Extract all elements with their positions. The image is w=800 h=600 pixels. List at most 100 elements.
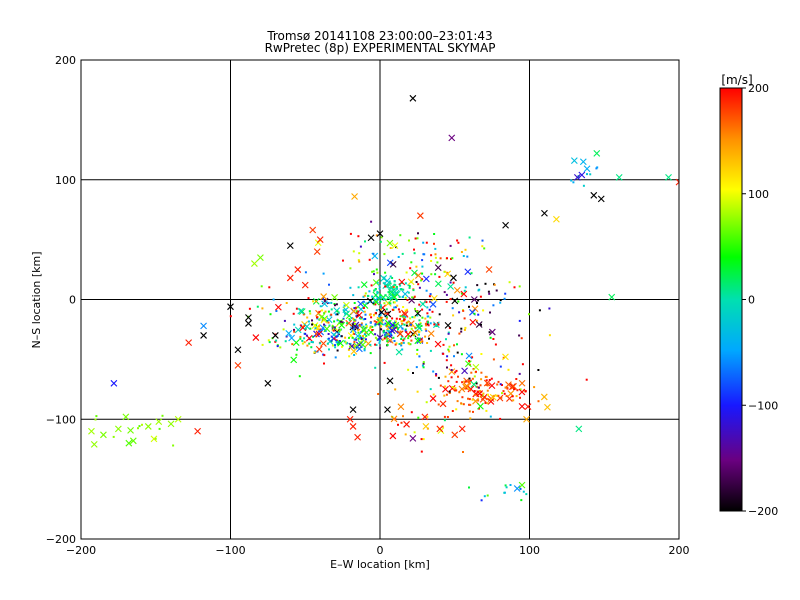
data-point [268,341,271,344]
data-point [375,309,378,312]
data-point [384,294,387,297]
data-cross [524,403,532,411]
data-cross [257,254,264,261]
data-point [385,308,388,311]
data-point [488,379,491,381]
data-point [460,327,463,330]
data-point [451,386,454,388]
data-point [479,384,482,387]
data-point [404,316,407,318]
data-point [352,345,355,348]
data-point [412,289,415,292]
data-point [304,271,307,274]
data-point [314,327,317,330]
data-point [415,281,418,283]
data-point [435,324,438,327]
data-point [312,335,314,338]
data-point [402,339,405,342]
data-point [492,358,495,361]
data-point [296,348,298,351]
data-point [499,365,502,368]
data-cross [349,406,357,414]
data-point [447,380,450,383]
data-point [374,343,377,346]
data-point [418,333,420,336]
data-point [548,334,551,337]
data-cross [403,420,410,428]
data-point [328,283,330,286]
data-point [522,490,525,493]
data-point [468,410,471,413]
data-point [292,312,295,315]
data-point [387,291,390,294]
data-point [374,324,377,327]
data-point [495,289,498,292]
data-point [454,387,457,390]
data-point [376,271,379,274]
data-point [373,314,375,317]
data-point [372,270,375,273]
data-point [504,292,507,295]
data-cross [389,293,397,301]
colorbar-tick-label: 0 [748,294,755,307]
data-point [94,418,97,421]
data-point [351,317,353,320]
data-point [357,259,360,262]
data-point [379,318,382,321]
data-cross [553,215,560,223]
data-cross [510,382,517,390]
data-point [293,330,296,333]
data-point [484,282,487,285]
data-cross [458,425,466,433]
data-point [365,302,368,305]
data-point [391,317,394,320]
data-point [395,342,398,345]
data-point [501,392,503,395]
data-point [400,288,403,290]
data-point [502,390,505,393]
data-point [487,393,489,396]
data-point [462,451,464,453]
data-point [344,336,347,339]
data-point [364,240,366,243]
data-point [397,256,400,258]
data-point [480,378,483,381]
data-point [360,322,363,325]
data-cross [407,278,415,286]
data-cross [386,336,394,344]
data-point [429,293,432,296]
data-cross [384,319,392,327]
data-cross [349,326,357,334]
data-point [469,389,472,392]
data-point [355,310,358,313]
data-point [443,419,446,422]
y-axis-label: N–S location [km] [30,251,43,348]
data-point [427,324,430,327]
data-cross [288,334,296,342]
data-point [371,270,374,273]
data-point [285,302,288,304]
data-point [304,328,307,331]
data-cross [245,320,252,327]
data-point [229,315,232,318]
data-cross [200,322,207,330]
data-point [425,289,428,292]
data-point [342,317,345,320]
data-point [457,241,460,244]
data-point [341,321,344,324]
data-point [312,300,315,303]
data-point [401,327,404,330]
data-point [295,353,298,356]
data-point [464,326,467,329]
data-point [485,379,488,382]
data-point [311,319,313,322]
data-point [432,370,435,373]
data-point [497,380,500,383]
data-cross [378,308,386,316]
data-cross [451,431,459,439]
data-cross [541,209,548,217]
data-point [324,310,327,313]
data-point [489,336,492,339]
data-cross [476,390,484,397]
